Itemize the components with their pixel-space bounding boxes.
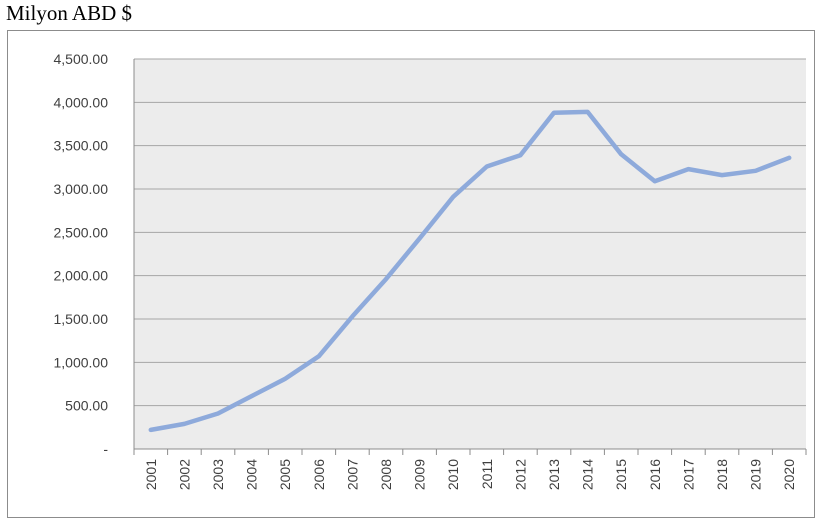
x-tick-label: 2002 [176,459,192,490]
x-tick-label: 2004 [244,459,260,490]
x-tick-label: 2010 [445,459,461,490]
chart-title: Milyon ABD $ [6,1,133,25]
y-axis-tick-labels: - 500.00 1,000.00 1,500.00 2,000.00 2,500.00 3… [54,51,109,457]
data-point [787,156,791,160]
y-tick-label: 1,000.00 [54,354,109,370]
data-point [216,411,220,415]
x-tick-label: 2007 [344,459,360,490]
y-tick-label: 500.00 [65,398,108,414]
data-point [686,167,690,171]
x-tick-label: 2012 [512,459,528,490]
x-tick-label: 2006 [311,459,327,490]
y-tick-label: 2,500.00 [54,224,109,240]
data-point [384,277,388,281]
x-tick-label: 2016 [647,459,663,490]
x-tick-label: 2020 [781,459,797,490]
x-tick-label: 2003 [210,459,226,490]
x-tick-label: 2014 [580,459,596,490]
x-axis-tick-labels: 2001 2002 2003 2004 2005 2006 2007 2008 2009 2010… [143,459,797,490]
data-point [250,394,254,398]
y-tick-label: 1,500.00 [54,311,109,327]
data-point [182,422,186,426]
axes [133,59,807,455]
y-tick-label: 4,000.00 [54,94,109,110]
data-point [283,377,287,381]
data-point [619,152,623,156]
y-tick-label: 3,000.00 [54,181,109,197]
data-point [418,236,422,240]
data-point [552,111,556,115]
y-tick-label: 3,500.00 [54,138,109,154]
x-tick-label: 2011 [479,459,495,489]
plot-area [134,59,806,449]
x-tick-label: 2019 [748,459,764,490]
x-tick-label: 2013 [546,459,562,490]
data-point [317,354,321,358]
data-point [586,110,590,114]
data-point [754,169,758,173]
gridlines [134,58,806,407]
data-point [653,179,657,183]
x-tick-label: 2008 [378,459,394,490]
series-group [148,109,792,433]
y-tick-label: 2,000.00 [54,268,109,284]
data-point [451,195,455,199]
x-tick-label: 2005 [277,459,293,490]
x-tick-label: 2015 [613,459,629,490]
x-tick-label: 2009 [412,459,428,490]
x-tick-label: 2018 [714,459,730,490]
data-point [485,164,489,168]
y-tick-label: - [103,441,108,457]
y-tick-label: 4,500.00 [54,51,109,67]
x-tick-label: 2017 [680,459,696,490]
data-point [350,314,354,318]
data-point [518,153,522,157]
data-point [149,428,153,432]
data-point [720,173,724,177]
series-line [148,109,792,433]
x-tick-label: 2001 [143,459,159,490]
